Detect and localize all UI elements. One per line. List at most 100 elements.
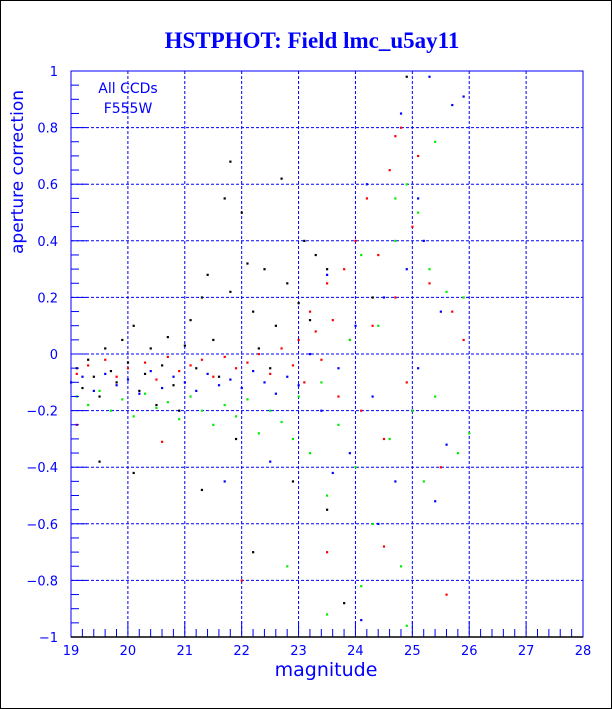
- data-point: [166, 336, 169, 339]
- y-tick-label: −0.8: [26, 574, 58, 589]
- data-point: [161, 364, 164, 367]
- data-point: [388, 437, 391, 441]
- data-point: [382, 545, 386, 548]
- data-point: [417, 211, 420, 214]
- data-point: [439, 310, 442, 313]
- data-point: [189, 395, 192, 398]
- data-point: [326, 273, 329, 276]
- data-point: [291, 437, 295, 441]
- data-point: [297, 338, 300, 342]
- data-point: [223, 403, 226, 407]
- data-point: [286, 375, 289, 378]
- data-point: [291, 364, 295, 367]
- data-point: [200, 409, 204, 412]
- data-point: [75, 372, 78, 376]
- data-point: [115, 384, 118, 387]
- data-point: [246, 262, 249, 265]
- data-point: [229, 290, 232, 293]
- data-point: [229, 378, 232, 381]
- data-point: [229, 160, 232, 163]
- data-point: [104, 358, 107, 361]
- data-point: [92, 389, 95, 392]
- data-point: [234, 415, 238, 418]
- data-point: [252, 551, 255, 554]
- data-point: [252, 369, 255, 373]
- data-point: [143, 372, 147, 376]
- data-point: [297, 395, 300, 398]
- y-tick-label: 0.2: [37, 291, 58, 306]
- y-tick-label: −0.2: [26, 405, 58, 420]
- chart-title: HSTPHOT: Field lmc_u5ay11: [165, 28, 460, 53]
- data-point: [189, 364, 192, 367]
- data-point: [320, 381, 323, 384]
- data-point: [291, 480, 295, 483]
- data-point: [343, 268, 346, 271]
- data-point: [234, 437, 238, 441]
- data-point: [314, 253, 317, 257]
- data-point: [399, 126, 403, 129]
- data-point: [280, 347, 283, 350]
- x-tick-label: 28: [575, 644, 592, 659]
- data-point: [354, 239, 357, 242]
- data-point: [343, 602, 346, 605]
- data-point: [115, 375, 118, 378]
- data-point: [308, 353, 312, 356]
- data-point: [257, 353, 260, 356]
- data-point: [286, 565, 289, 568]
- data-point: [405, 75, 408, 78]
- data-point: [371, 324, 374, 327]
- y-tick-label: 0.8: [37, 122, 58, 137]
- data-point: [195, 389, 198, 392]
- data-point: [405, 381, 408, 384]
- data-point: [417, 197, 420, 200]
- data-point: [434, 395, 437, 398]
- data-point: [462, 296, 465, 299]
- x-tick-label: 24: [347, 644, 364, 659]
- data-point: [303, 381, 306, 384]
- x-tick-label: 20: [120, 644, 137, 659]
- x-tick-label: 22: [233, 644, 250, 659]
- data-point: [223, 355, 226, 359]
- data-point: [377, 253, 380, 257]
- data-point: [297, 384, 300, 387]
- y-tick-label: −1: [39, 631, 58, 646]
- data-point: [308, 319, 312, 322]
- data-point: [303, 239, 306, 242]
- data-point: [121, 398, 124, 401]
- data-point: [308, 452, 312, 455]
- data-point: [223, 480, 226, 483]
- x-tick-label: 21: [177, 644, 194, 659]
- data-point: [428, 268, 431, 271]
- y-tick-label: 0: [50, 348, 58, 363]
- data-point: [331, 319, 334, 322]
- data-point: [394, 239, 397, 242]
- data-point: [451, 310, 454, 313]
- data-point: [445, 443, 448, 446]
- data-point: [132, 324, 135, 327]
- data-point: [132, 471, 135, 475]
- data-point: [183, 381, 186, 384]
- data-point: [394, 135, 397, 138]
- data-point: [320, 358, 323, 361]
- data-point: [143, 392, 147, 395]
- data-point: [274, 392, 277, 395]
- data-point: [115, 381, 118, 384]
- data-point: [269, 409, 272, 412]
- data-point: [178, 409, 181, 412]
- data-point: [246, 398, 249, 401]
- data-point: [320, 409, 323, 412]
- data-point: [371, 522, 374, 525]
- data-point: [263, 268, 266, 271]
- data-point: [155, 403, 158, 407]
- data-point: [104, 372, 107, 376]
- data-point: [252, 310, 255, 313]
- data-point: [178, 369, 181, 373]
- data-point: [434, 140, 437, 143]
- data-point: [87, 364, 90, 367]
- data-point: [428, 75, 431, 78]
- data-point: [98, 395, 101, 398]
- data-points: [70, 75, 471, 627]
- data-point: [462, 338, 465, 342]
- data-point: [365, 197, 369, 200]
